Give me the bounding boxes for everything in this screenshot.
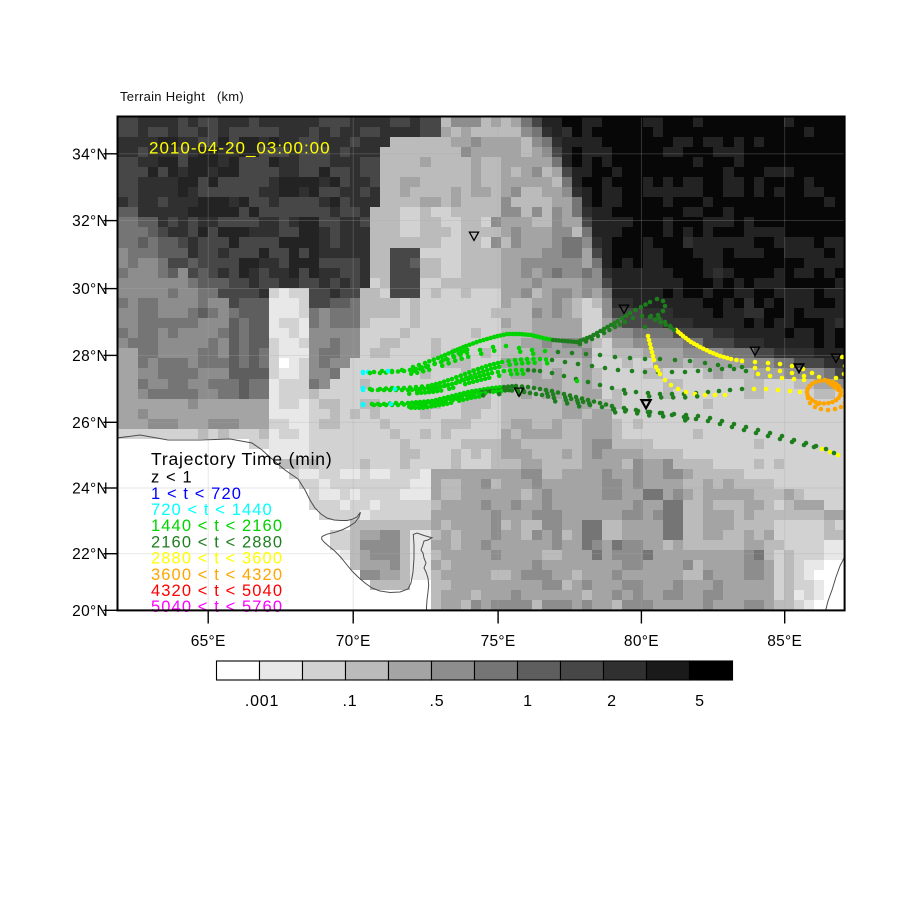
svg-text:26°N: 26°N [72, 415, 108, 432]
svg-text:Terrain Height (km): Terrain Height (km) [120, 89, 244, 104]
svg-text:4320 < t < 5040: 4320 < t < 5040 [151, 582, 283, 600]
svg-text:24°N: 24°N [72, 481, 108, 498]
svg-text:2160 < t < 2880: 2160 < t < 2880 [151, 533, 283, 551]
svg-text:65°E: 65°E [191, 633, 226, 650]
svg-text:70°E: 70°E [336, 633, 371, 650]
svg-text:5: 5 [695, 693, 705, 710]
svg-text:2: 2 [607, 693, 617, 710]
svg-text:2880 < t < 3600: 2880 < t < 3600 [151, 550, 283, 568]
svg-text:.5: .5 [430, 693, 445, 710]
svg-text:34°N: 34°N [72, 146, 108, 163]
svg-text:22°N: 22°N [72, 546, 108, 563]
svg-text:20°N: 20°N [72, 603, 108, 620]
svg-text:28°N: 28°N [72, 348, 108, 365]
svg-text:5040 < t < 5760: 5040 < t < 5760 [151, 598, 283, 616]
svg-text:3600 < t < 4320: 3600 < t < 4320 [151, 566, 283, 584]
svg-text:1: 1 [523, 693, 533, 710]
svg-text:1 < t < 720: 1 < t < 720 [151, 485, 242, 503]
svg-text:.1: .1 [343, 693, 358, 710]
svg-text:85°E: 85°E [767, 633, 802, 650]
svg-text:720 < t < 1440: 720 < t < 1440 [151, 501, 273, 519]
svg-text:Trajectory Time (min): Trajectory Time (min) [151, 449, 332, 469]
svg-text:32°N: 32°N [72, 213, 108, 230]
svg-text:1440 < t < 2160: 1440 < t < 2160 [151, 517, 283, 535]
svg-text:z < 1: z < 1 [151, 469, 193, 487]
svg-text:75°E: 75°E [481, 633, 516, 650]
svg-text:30°N: 30°N [72, 281, 108, 298]
svg-text:2010-04-20_03:00:00: 2010-04-20_03:00:00 [149, 139, 331, 158]
svg-text:80°E: 80°E [624, 633, 659, 650]
svg-text:.001: .001 [245, 693, 279, 710]
